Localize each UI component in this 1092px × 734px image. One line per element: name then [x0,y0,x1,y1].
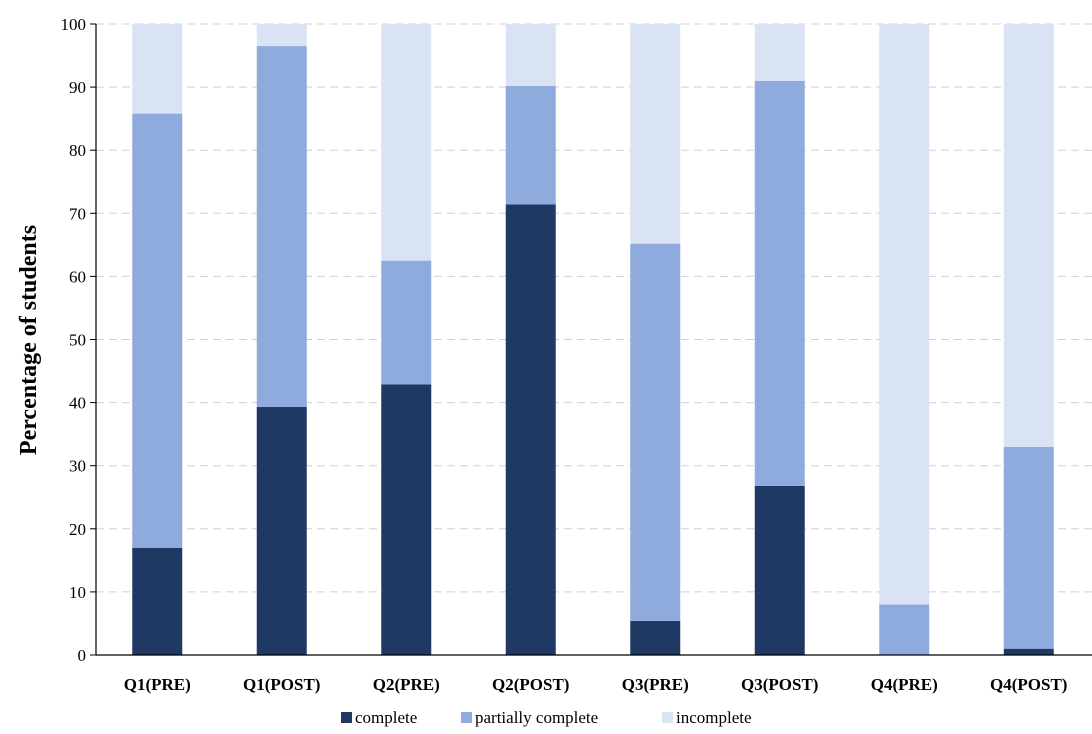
bar-partially-complete-7 [1004,447,1054,649]
y-tick-label: 20 [69,520,86,539]
y-tick-label: 0 [78,646,87,665]
legend: complete partially complete incomplete [341,708,752,727]
x-tick-label: Q2(POST) [492,675,569,694]
y-tick-label: 100 [61,15,87,34]
legend-label: incomplete [676,708,752,727]
bar-partially-complete-5 [755,81,805,486]
bar-complete-5 [755,486,805,655]
y-tick-label: 10 [69,583,86,602]
bar-incomplete-2 [381,24,431,261]
bar-complete-2 [381,384,431,655]
bar-partially-complete-2 [381,261,431,385]
x-tick-label: Q1(POST) [243,675,320,694]
y-tick-label: 30 [69,457,86,476]
y-tick-label: 40 [69,394,86,413]
bar-complete-4 [630,621,680,655]
x-tick-label: Q1(PRE) [124,675,191,694]
bar-complete-7 [1004,649,1054,655]
x-tick-label: Q3(POST) [741,675,818,694]
y-tick-label: 80 [69,141,86,160]
x-tick-label: Q4(PRE) [871,675,938,694]
bar-partially-complete-4 [630,244,680,621]
legend-swatch-complete [341,712,352,723]
y-tick-label: 50 [69,331,86,350]
legend-label: complete [355,708,417,727]
x-tick-label: Q2(PRE) [373,675,440,694]
bar-incomplete-5 [755,24,805,81]
bar-partially-complete-6 [879,605,929,655]
y-tick-label: 90 [69,78,86,97]
legend-label: partially complete [475,708,598,727]
x-tick-label: Q4(POST) [990,675,1067,694]
bar-incomplete-6 [879,24,929,605]
bar-incomplete-3 [506,24,556,86]
bar-complete-1 [257,407,307,655]
bar-incomplete-1 [257,24,307,46]
legend-swatch-partially-complete [461,712,472,723]
y-axis-title: Percentage of students [16,225,42,455]
bar-complete-0 [132,548,182,655]
bar-incomplete-0 [132,24,182,114]
y-tick-label: 70 [69,204,86,223]
bar-incomplete-7 [1004,24,1054,447]
bar-partially-complete-0 [132,114,182,548]
bar-partially-complete-3 [506,86,556,205]
bar-partially-complete-1 [257,46,307,407]
x-tick-label: Q3(PRE) [622,675,689,694]
legend-swatch-incomplete [662,712,673,723]
bar-incomplete-4 [630,24,680,244]
y-tick-label: 60 [69,267,86,286]
gridlines [96,24,1092,592]
bar-complete-3 [506,204,556,655]
